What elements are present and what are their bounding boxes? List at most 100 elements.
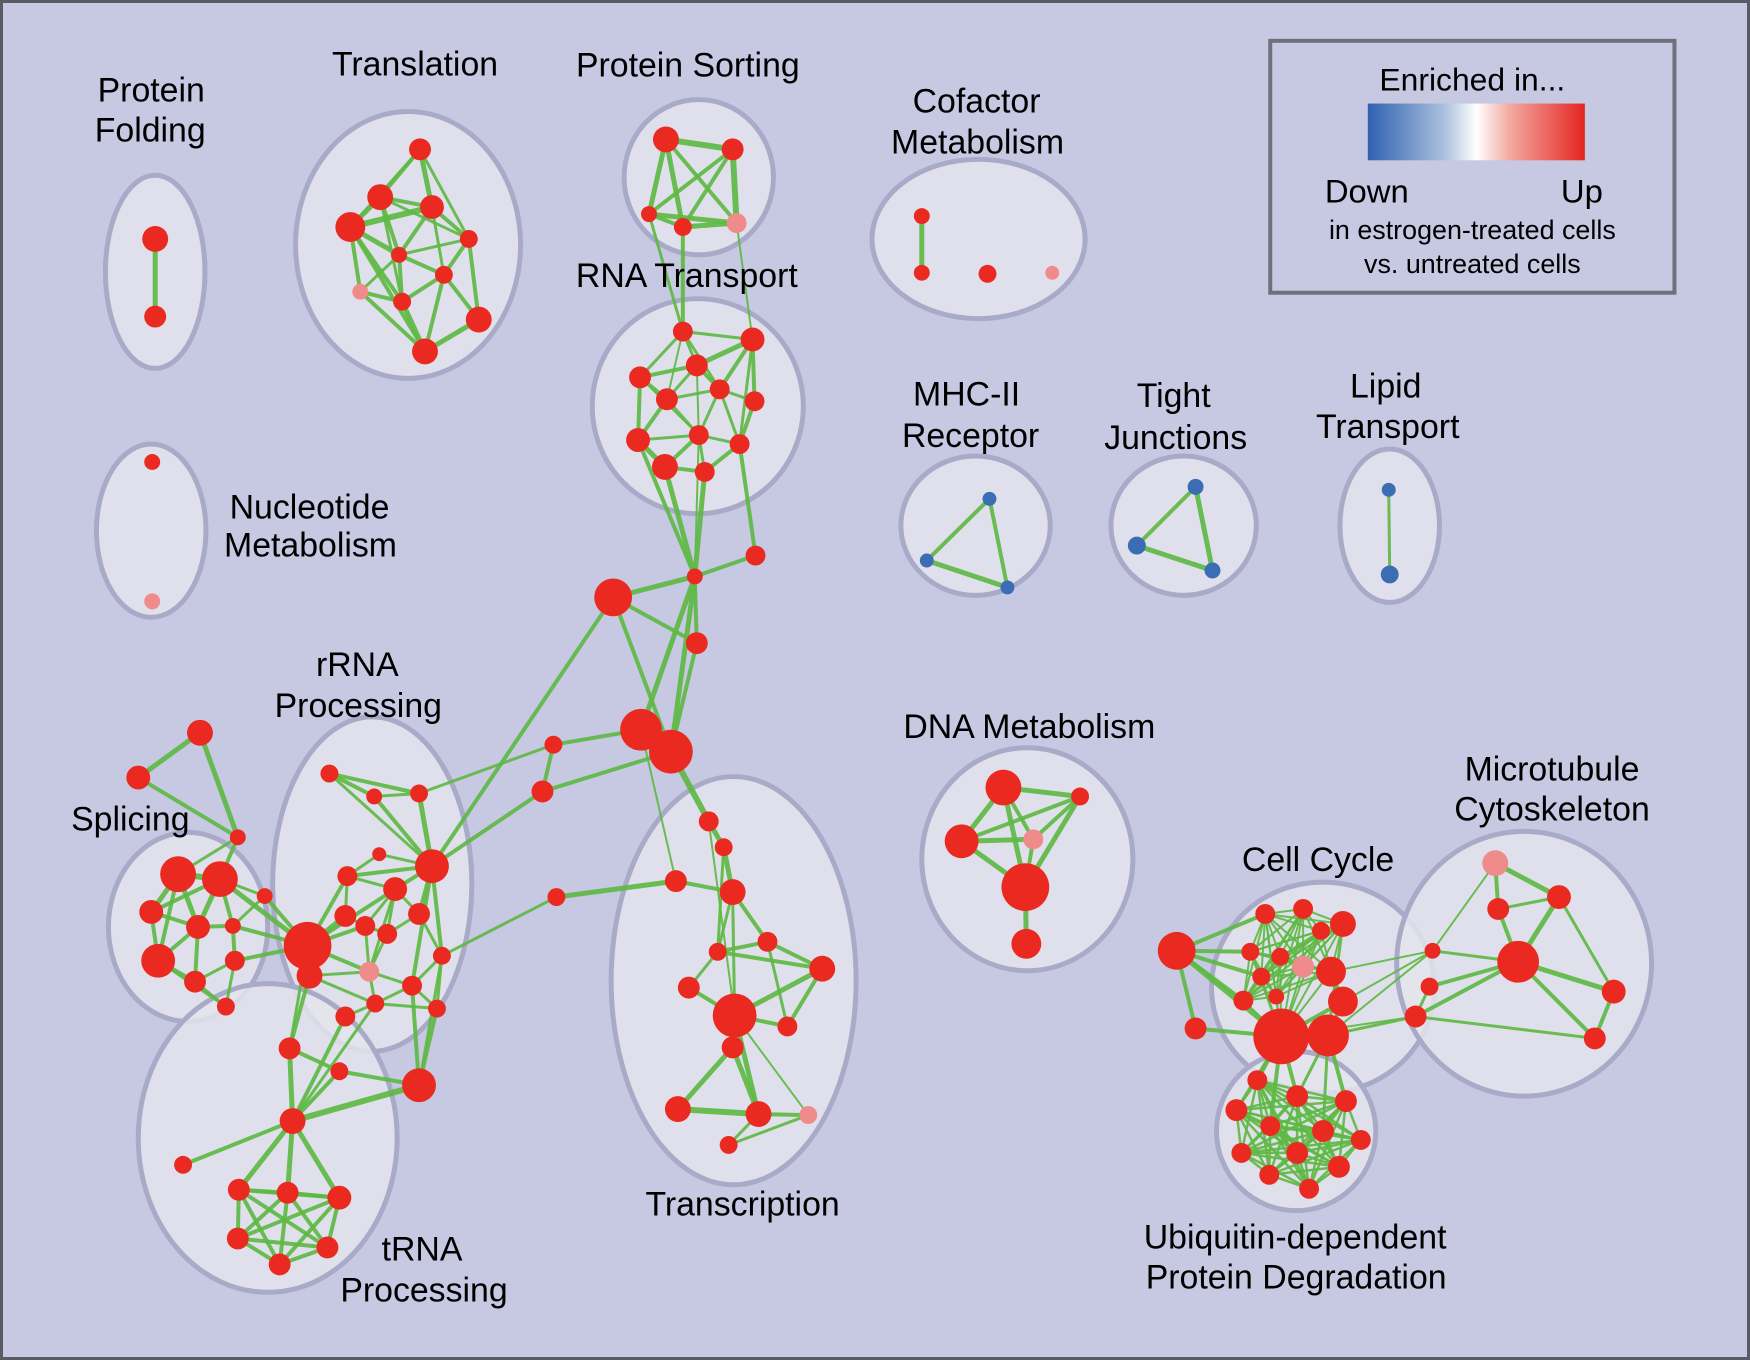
node-C4 [685, 632, 708, 655]
node-K12 [1268, 988, 1285, 1005]
edge-C5-R3 [417, 743, 555, 795]
node-X12 [721, 1036, 744, 1059]
cluster-ellipse-trna-processing [135, 981, 400, 1295]
node-R11 [408, 903, 430, 925]
node-N2 [174, 1155, 193, 1174]
cluster-label-trna-processing-line1: tRNA [382, 1230, 463, 1268]
node-N4 [276, 1181, 299, 1204]
cluster-label-trna-processing-line2: Processing [340, 1271, 507, 1309]
node-RT4 [629, 366, 651, 389]
edge-N1-N11 [289, 1082, 423, 1125]
node-U4 [1225, 1099, 1248, 1122]
node-CF3 [978, 264, 997, 283]
node-RT10 [729, 434, 750, 455]
node-RT12 [694, 461, 715, 482]
cluster-label-ubiquitin-degradation-line1: Ubiquitin-dependent [1144, 1219, 1447, 1257]
node-T3 [420, 195, 444, 220]
node-C3 [594, 578, 633, 617]
legend-gradient-bar [1367, 103, 1585, 161]
edge-N6-N7 [235, 1236, 330, 1250]
node-R8 [334, 905, 357, 927]
edge-PS2-PS3 [647, 147, 735, 217]
node-TJ3 [1204, 562, 1221, 579]
legend-title: Enriched in... [1379, 62, 1565, 98]
cluster-ellipse-cofactor-metabolism [869, 156, 1088, 322]
node-M9 [1583, 1027, 1606, 1050]
node-R13 [432, 946, 451, 965]
node-X14 [745, 1101, 772, 1128]
edge-T4-T11 [348, 225, 427, 354]
node-H2 [296, 962, 323, 989]
node-S5 [224, 917, 241, 934]
edge-R15-R16 [373, 1002, 439, 1011]
edge-X7-X11 [765, 940, 789, 1028]
node-R17 [335, 1006, 356, 1027]
edge-N1-N2 [181, 1119, 295, 1167]
edge-U3-U10 [1337, 1099, 1348, 1169]
cluster-label-nucleotide-metabolism-line2: Metabolism [224, 527, 397, 565]
node-PS4 [673, 218, 692, 236]
edge-N4-N6 [235, 1190, 290, 1241]
cluster-label-protein-folding-line1: Protein [98, 72, 205, 110]
node-K5 [1329, 910, 1356, 937]
cluster-label-dna-metabolism: DNA Metabolism [903, 708, 1155, 746]
cluster-label-translation: Translation [332, 46, 498, 84]
edge-X15-X16 [727, 1113, 810, 1147]
node-MH1 [982, 491, 997, 506]
node-J2 [649, 729, 693, 774]
edge-K8-K11 [1242, 965, 1305, 1002]
node-RT6 [709, 379, 730, 400]
node-R7 [383, 877, 408, 902]
node-S4 [186, 914, 210, 939]
node-J1 [620, 708, 662, 751]
edge-J1-X3 [640, 728, 677, 883]
edge-M4-K16 [1326, 949, 1434, 1037]
node-D3 [944, 824, 979, 859]
node-U7 [1350, 1130, 1371, 1150]
node-R6 [415, 849, 449, 884]
nodes-layer [126, 126, 1626, 1276]
node-C6 [531, 780, 554, 803]
node-G1 [187, 719, 213, 746]
edge-RT9-C1 [636, 438, 697, 579]
node-MH2 [919, 553, 934, 568]
cluster-label-protein-sorting: Protein Sorting [576, 47, 800, 85]
node-LT2 [1380, 565, 1399, 584]
node-M6 [1420, 977, 1439, 996]
node-R14 [402, 975, 423, 996]
node-X11 [777, 1016, 798, 1037]
edge-C6-R6 [429, 789, 545, 869]
node-CF1 [913, 208, 930, 225]
node-D1 [985, 769, 1022, 806]
edge-T1-T5 [418, 147, 471, 241]
edge-RT11-C1 [662, 464, 698, 579]
node-N7 [316, 1236, 339, 1259]
edge-J2-C6 [540, 749, 673, 794]
edge-M2-M7 [1557, 895, 1616, 994]
node-R4 [372, 847, 387, 862]
edge-R6-R14 [410, 864, 434, 988]
edge-T5-T10 [466, 236, 481, 322]
node-K16 [1307, 1014, 1349, 1057]
edge-N4-N7 [285, 1190, 330, 1250]
node-U9 [1286, 1141, 1309, 1164]
node-C1 [686, 568, 703, 585]
edge-R1-R6 [327, 772, 434, 868]
node-N8 [268, 1253, 291, 1276]
node-S6 [141, 943, 176, 978]
node-K14 [1327, 986, 1358, 1017]
node-R12 [359, 961, 380, 982]
node-T9 [393, 292, 412, 311]
node-T7 [434, 265, 453, 284]
node-K2 [1255, 904, 1276, 924]
node-C7 [547, 888, 566, 906]
cluster-ellipse-mhc-ii-receptor [898, 453, 1053, 598]
edge-X1-X10 [707, 820, 736, 1017]
node-R3 [410, 784, 428, 803]
node-RT2 [740, 327, 765, 352]
legend-down-label: Down [1325, 173, 1409, 210]
node-RT9 [626, 428, 650, 453]
node-X10 [712, 993, 757, 1038]
